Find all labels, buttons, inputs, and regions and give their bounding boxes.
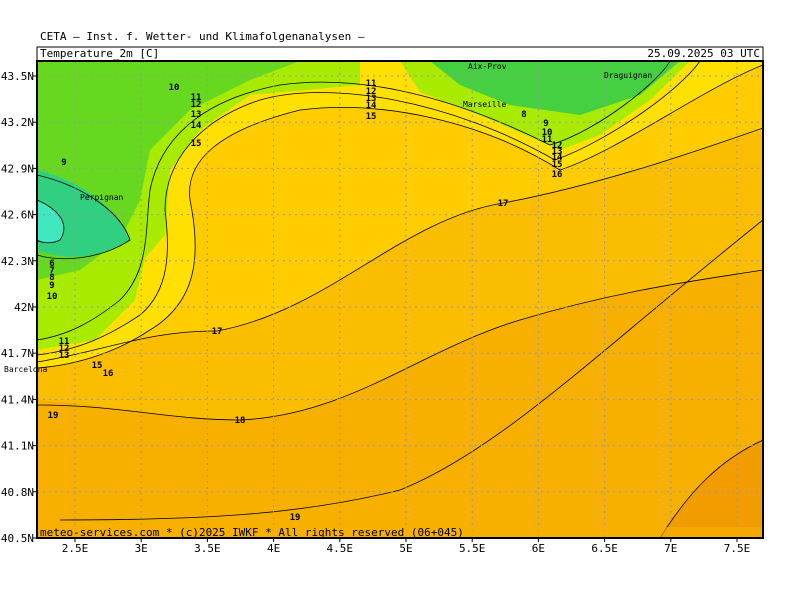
contour-label: 11 bbox=[366, 79, 377, 89]
x-tick-label: 2.5E bbox=[62, 542, 89, 555]
contour-label: 13 bbox=[59, 351, 70, 361]
city-label: Aix-Prov bbox=[468, 62, 507, 71]
contour-label: 12 bbox=[59, 344, 70, 354]
contour-label: 15 bbox=[191, 139, 202, 149]
y-tick-label: 42.9N bbox=[1, 162, 34, 175]
map-area: Aix-Prov Draguignan Marseille Perpignan Barc… bbox=[4, 60, 764, 539]
contour-label: 14 bbox=[366, 101, 377, 111]
y-tick-label: 42.6N bbox=[1, 209, 34, 222]
contour-label: 11 bbox=[542, 135, 553, 145]
y-tick-label: 41.1N bbox=[1, 440, 34, 453]
contour-label: 12 bbox=[366, 87, 377, 97]
x-tick-label: 3E bbox=[135, 542, 148, 555]
contour-label: 17 bbox=[498, 199, 509, 209]
isotherm bbox=[659, 439, 764, 539]
x-tick-label: 7.5E bbox=[724, 542, 751, 555]
y-tick-label: 42N bbox=[14, 301, 34, 314]
contour-label: 13 bbox=[366, 94, 377, 104]
contour-label: 17 bbox=[212, 327, 223, 337]
x-tick-label: 4.5E bbox=[327, 542, 354, 555]
contour-label: 15 bbox=[552, 160, 563, 170]
time-label: 25.09.2025 03 UTC bbox=[647, 47, 760, 60]
contour-label: 10 bbox=[542, 128, 553, 138]
contour-label: 14 bbox=[552, 153, 563, 163]
variable-label: Temperature_2m [C] bbox=[40, 47, 159, 60]
x-tick-label: 3.5E bbox=[194, 542, 221, 555]
contour-label: 8 bbox=[49, 273, 54, 283]
contour-label: 7 bbox=[49, 266, 54, 276]
contour-label: 9 bbox=[49, 281, 54, 291]
map-frame bbox=[36, 60, 764, 539]
contour-label: 6 bbox=[49, 259, 54, 269]
contour-label: 13 bbox=[552, 147, 563, 157]
contour-label: 11 bbox=[59, 337, 70, 347]
isotherm bbox=[36, 174, 131, 260]
contour-label: 13 bbox=[191, 110, 202, 120]
y-tick-label: 40.8N bbox=[1, 486, 34, 499]
isotherm bbox=[36, 64, 764, 369]
contour-label: 15 bbox=[92, 361, 103, 371]
city-label: Perpignan bbox=[80, 193, 124, 202]
footer-bar bbox=[37, 527, 763, 538]
y-tick-label: 40.5N bbox=[1, 532, 34, 545]
contour-label: 9 bbox=[61, 158, 66, 168]
header-title: CETA — Inst. f. Wetter- und Klimafolgena… bbox=[40, 30, 365, 43]
y-tick-label: 42.3N bbox=[1, 255, 34, 268]
isotherm bbox=[36, 269, 764, 421]
x-tick-label: 6.5E bbox=[591, 542, 618, 555]
isotherm bbox=[36, 199, 65, 244]
y-tick-label: 43.5N bbox=[1, 70, 34, 83]
contour-label: 8 bbox=[521, 110, 526, 120]
contour-label: 18 bbox=[235, 416, 246, 426]
contour-label: 11 bbox=[191, 93, 202, 103]
y-tick-label: 43.2N bbox=[1, 116, 34, 129]
contour-label: 16 bbox=[552, 170, 563, 180]
contour-label: 15 bbox=[366, 112, 377, 122]
contour-label: 19 bbox=[290, 513, 301, 523]
contour-label: 12 bbox=[191, 100, 202, 110]
isotherm bbox=[36, 60, 701, 356]
footer: meteo-services.com * (c)2025 IWKF * All … bbox=[40, 526, 464, 539]
city-label: Marseille bbox=[463, 100, 507, 109]
x-tick-label: 7E bbox=[664, 542, 677, 555]
y-tick-label: 41.7N bbox=[1, 347, 34, 360]
x-tick-label: 5.5E bbox=[459, 542, 486, 555]
contour-label: 19 bbox=[48, 411, 59, 421]
city-label: Barcelona bbox=[4, 365, 48, 374]
contour-label: 9 bbox=[543, 119, 548, 129]
x-tick-label: 4E bbox=[267, 542, 280, 555]
contour-label: 10 bbox=[169, 83, 180, 93]
contour-label: 16 bbox=[103, 369, 114, 379]
isotherm bbox=[36, 127, 764, 363]
contour-label: 14 bbox=[191, 121, 202, 131]
city-label: Draguignan bbox=[604, 71, 652, 80]
contour-label: 12 bbox=[552, 141, 563, 151]
x-tick-label: 6E bbox=[532, 542, 545, 555]
cold-zone bbox=[37, 200, 64, 243]
isotherm bbox=[36, 60, 671, 341]
x-tick-label: 5E bbox=[399, 542, 412, 555]
land-zone bbox=[430, 61, 680, 115]
contour-label: 10 bbox=[47, 292, 58, 302]
y-tick-label: 41.4N bbox=[1, 393, 34, 406]
isotherm bbox=[59, 219, 764, 521]
